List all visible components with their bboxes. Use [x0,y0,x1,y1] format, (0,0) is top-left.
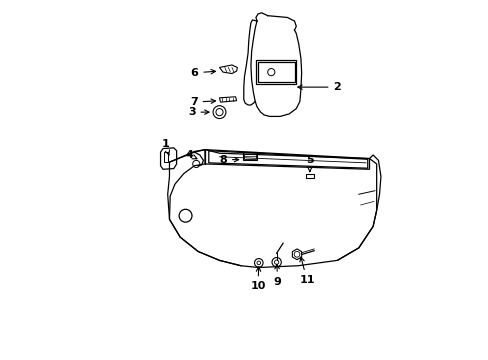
Text: 5: 5 [305,156,313,171]
Text: 2: 2 [297,82,341,92]
Text: 1: 1 [161,139,169,155]
Text: 11: 11 [299,257,314,285]
Text: 9: 9 [273,264,281,287]
Text: 10: 10 [250,267,265,292]
Text: 8: 8 [219,155,238,165]
Text: 7: 7 [189,97,215,107]
Text: 4: 4 [185,150,197,160]
Text: 3: 3 [187,107,208,117]
Text: 6: 6 [190,68,215,78]
